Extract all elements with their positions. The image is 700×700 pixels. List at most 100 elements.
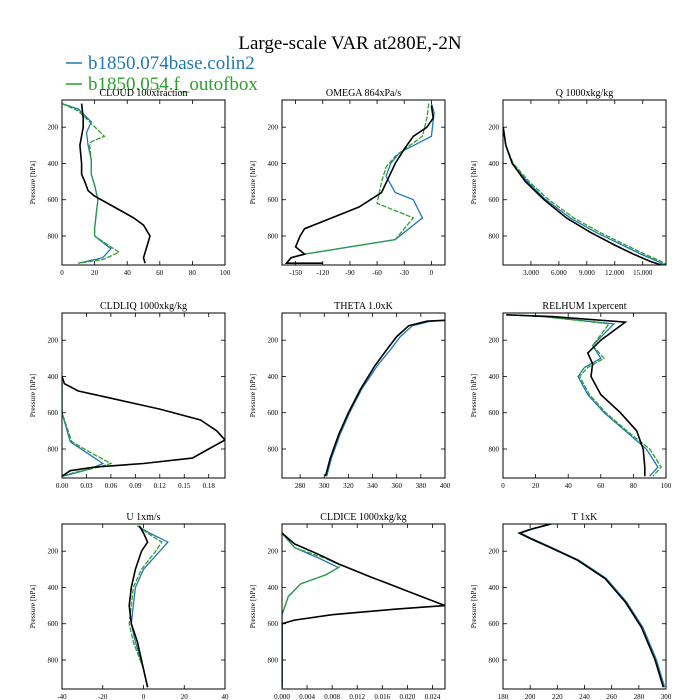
series-line-green (128, 525, 163, 688)
x-tick-label: 40 (565, 482, 573, 490)
series-line-green (62, 103, 121, 264)
x-tick-label: 20 (91, 269, 99, 277)
y-tick-label: 600 (48, 409, 59, 417)
y-tick-label: 600 (48, 196, 59, 204)
panel-title: THETA 1.0xK (334, 301, 393, 312)
plot-frame (502, 312, 667, 479)
panel-title: T 1xK (572, 512, 598, 523)
x-tick-label: 400 (440, 482, 451, 490)
x-tick-label: 3.000 (523, 269, 539, 277)
x-tick-label: 40 (124, 269, 132, 277)
x-tick-label: -120 (316, 269, 329, 277)
x-tick-label: 0.008 (324, 693, 340, 700)
series-line-black (506, 314, 646, 477)
x-tick-label: 20 (181, 693, 189, 700)
legend-label-1: b1850.074base.colin2 (88, 53, 255, 74)
x-tick-label: 280 (634, 693, 645, 700)
x-tick-label: 0.00 (56, 482, 69, 490)
x-tick-label: -40 (57, 693, 67, 700)
series-line-green (282, 532, 344, 688)
series-line-green (324, 319, 445, 477)
series-line-green (517, 524, 664, 688)
x-tick-label: 0.024 (425, 693, 441, 700)
y-tick-label: 600 (268, 196, 279, 204)
y-tick-label: 400 (489, 584, 500, 592)
y-tick-label: 200 (489, 124, 500, 132)
x-tick-label: 260 (606, 693, 617, 700)
x-tick-label: 20 (532, 482, 540, 490)
series-line-black (517, 524, 665, 688)
panel-title: U 1xm/s (126, 512, 160, 523)
x-tick-label: 12.000 (605, 269, 625, 277)
plot-frame (61, 312, 226, 479)
x-tick-label: -150 (289, 269, 302, 277)
series-line-blue (130, 525, 169, 688)
y-tick-label: 200 (48, 548, 59, 556)
panel-title: Q 1000xkg/kg (556, 88, 614, 99)
panel-title: CLOUD 100xfraction (99, 88, 187, 99)
x-tick-label: 300 (661, 693, 672, 700)
y-axis-label: Pressure [hPa] (469, 374, 478, 418)
y-tick-label: 600 (489, 196, 500, 204)
x-tick-label: 0.020 (400, 693, 416, 700)
x-tick-label: 6.000 (551, 269, 567, 277)
series-line-blue (519, 524, 666, 688)
series-line-black (284, 105, 435, 265)
y-tick-label: 800 (268, 445, 279, 453)
x-tick-label: 0.000 (274, 693, 290, 700)
x-tick-label: 0.18 (203, 482, 216, 490)
series-line-green (506, 314, 662, 477)
x-tick-label: 340 (367, 482, 378, 490)
x-tick-label: 80 (630, 482, 638, 490)
series-line-green (286, 103, 430, 264)
y-tick-label: 400 (48, 373, 59, 381)
y-tick-label: 400 (48, 584, 59, 592)
y-tick-label: 200 (268, 548, 279, 556)
x-tick-label: 200 (525, 693, 536, 700)
y-tick-label: 200 (489, 548, 500, 556)
y-tick-label: 600 (268, 620, 279, 628)
y-tick-label: 200 (48, 124, 59, 132)
series-line-blue (282, 532, 340, 688)
series-line-black (324, 319, 445, 477)
x-tick-label: 60 (156, 269, 164, 277)
panel-title: CLDICE 1000xkg/kg (320, 512, 406, 523)
series-line-black (79, 103, 151, 264)
figure-title: Large-scale VAR at280E,-2N (238, 33, 461, 54)
panel-4: CLDLIQ 1000xkg/kg 0.00 0.03 0.06 0.09 0.12 0.1… (28, 301, 226, 490)
x-tick-label: 320 (343, 482, 354, 490)
x-tick-label: -20 (98, 693, 108, 700)
y-tick-label: 400 (268, 584, 279, 592)
y-tick-label: 400 (48, 160, 59, 168)
y-axis-label: Pressure [hPa] (248, 585, 257, 629)
x-tick-label: 0.004 (299, 693, 315, 700)
panel-3: Q 1000xkg/kg 3.000 6.000 9.000 12.000 15.000 2… (469, 88, 667, 277)
panel-8: CLDICE 1000xkg/kg 0.000 0.004 0.008 0.012 0.0… (248, 512, 446, 700)
series-line-blue (506, 314, 659, 477)
y-axis-label: Pressure [hPa] (248, 374, 257, 418)
x-tick-label: -60 (372, 269, 382, 277)
y-axis-label: Pressure [hPa] (248, 161, 257, 205)
y-tick-label: 800 (268, 232, 279, 240)
x-tick-label: 180 (498, 693, 509, 700)
x-tick-label: -90 (345, 269, 355, 277)
plot-frame (61, 99, 226, 266)
y-tick-label: 200 (268, 337, 279, 345)
series-line-black (282, 532, 445, 688)
series-line-black (128, 525, 149, 688)
x-tick-label: 0.016 (374, 693, 390, 700)
x-tick-label: 300 (319, 482, 330, 490)
x-tick-label: 0.012 (349, 693, 365, 700)
x-tick-label: 240 (579, 693, 590, 700)
y-tick-label: 800 (489, 232, 500, 240)
series-line-green (503, 127, 666, 265)
x-tick-label: 360 (391, 482, 402, 490)
y-tick-label: 400 (489, 160, 500, 168)
y-tick-label: 400 (268, 160, 279, 168)
x-tick-label: 0 (501, 482, 505, 490)
y-tick-label: 200 (489, 337, 500, 345)
plot-frame (281, 523, 446, 690)
y-tick-label: 800 (48, 232, 59, 240)
